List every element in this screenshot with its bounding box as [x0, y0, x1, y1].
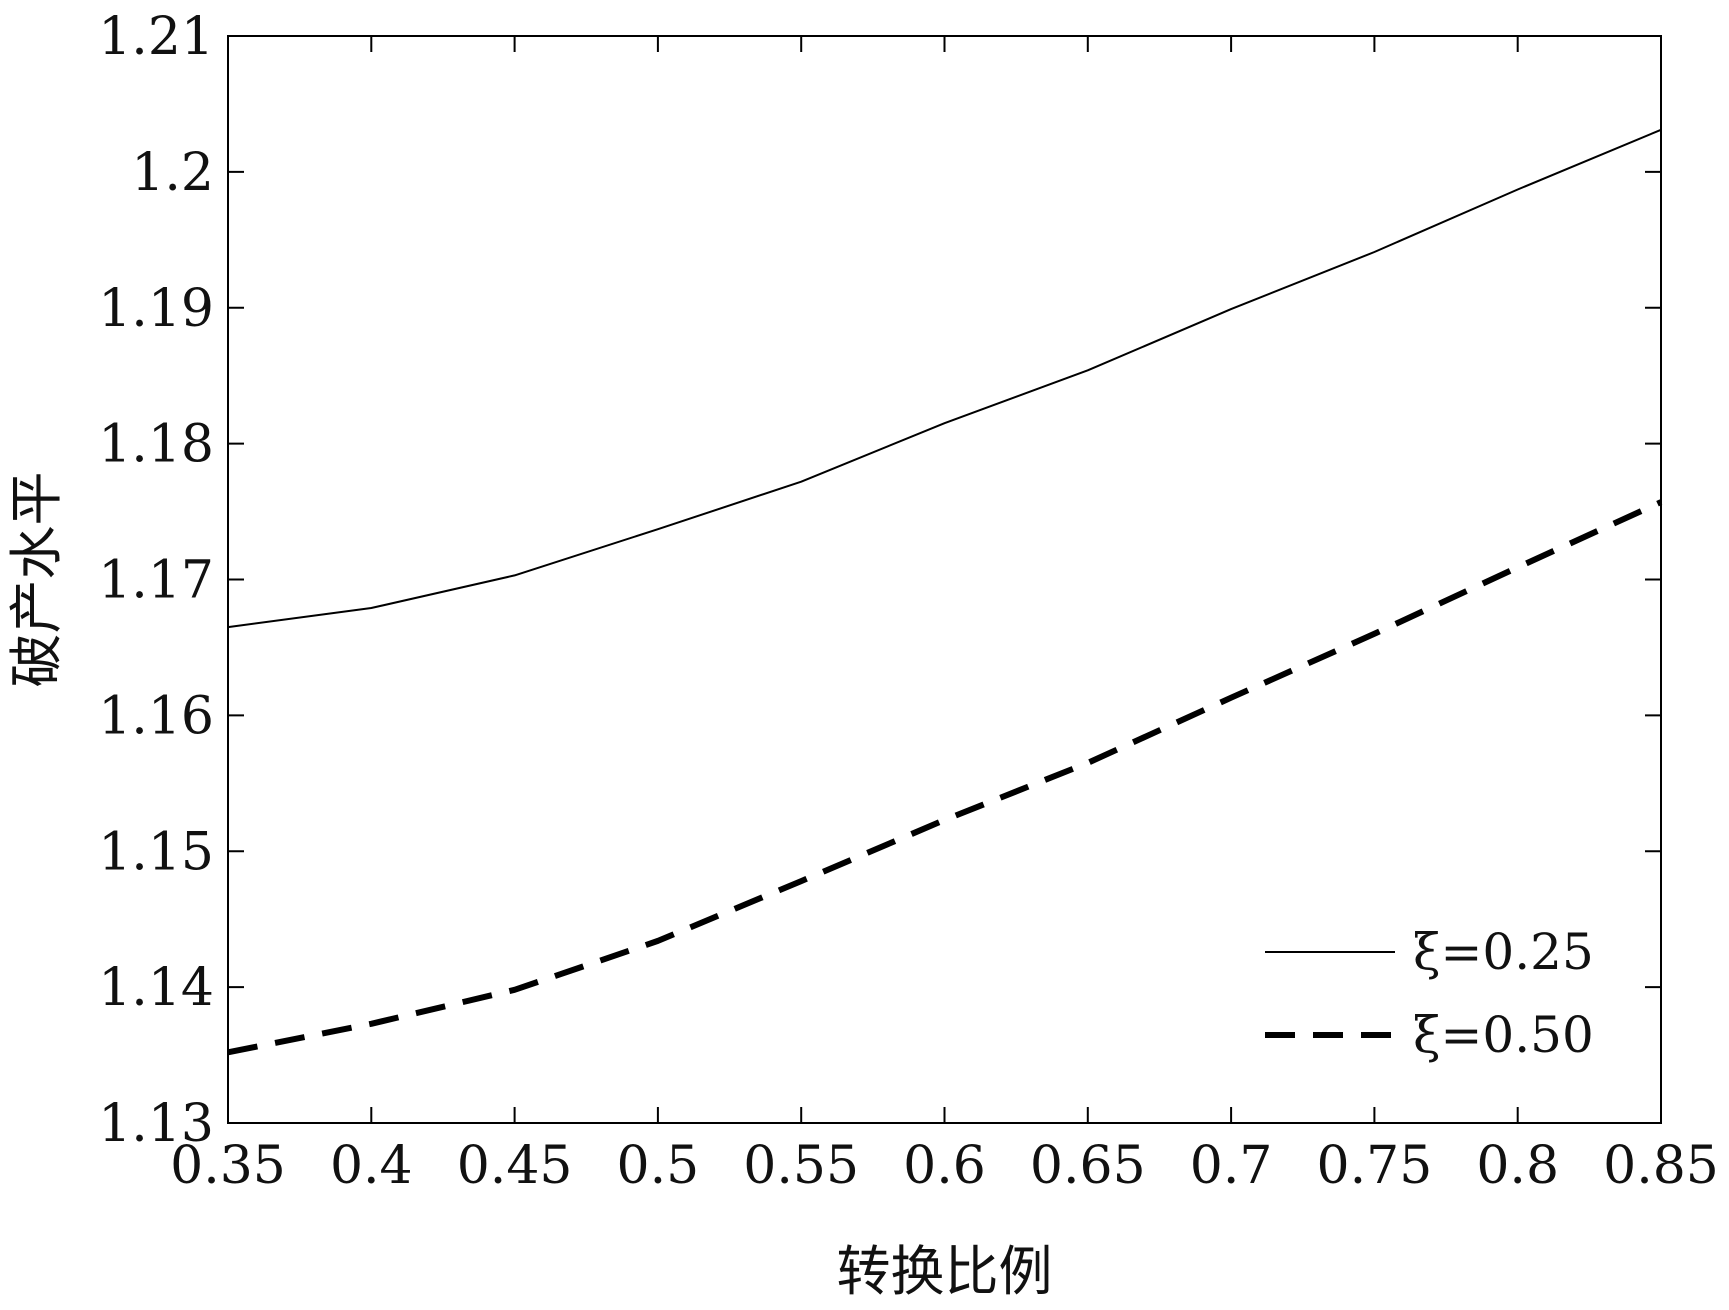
- y-tick-label: 1.17: [98, 551, 214, 611]
- x-tick-label: 0.55: [743, 1136, 859, 1196]
- x-tick-label: 0.4: [330, 1136, 413, 1196]
- x-tick-label: 0.45: [457, 1136, 573, 1196]
- x-tick-label: 0.7: [1190, 1136, 1273, 1196]
- x-tick-label: 0.8: [1476, 1136, 1559, 1196]
- x-axis: 0.35 0.4 0.45 0.5 0.55 0.6 0.65 0.7 0.75 0.8 0.85: [170, 36, 1719, 1196]
- series-layer: [227, 128, 1663, 1056]
- y-tick-label: 1.18: [98, 415, 214, 475]
- y-tick-label: 1.2: [131, 143, 214, 203]
- x-tick-label: 0.85: [1603, 1136, 1719, 1196]
- y-tick-label: 1.19: [98, 279, 214, 339]
- legend-label-2: ξ=0.50: [1413, 1006, 1594, 1064]
- y-tick-label: 1.15: [98, 822, 214, 882]
- y-tick-label: 1.14: [98, 958, 214, 1018]
- legend-label-1: ξ=0.25: [1413, 923, 1594, 981]
- x-tick-label: 0.75: [1317, 1136, 1433, 1196]
- y-tick-label: 1.21: [98, 7, 214, 67]
- x-tick-label: 0.5: [617, 1136, 700, 1196]
- legend: ξ=0.25 ξ=0.50: [1265, 923, 1594, 1064]
- y-axis: 1.13 1.14 1.15 1.16 1.17 1.18 1.19 1.2 1.21: [98, 7, 1661, 1154]
- series-line-1: [227, 128, 1662, 629]
- y-tick-label: 1.13: [98, 1094, 214, 1154]
- series-line-2: [227, 499, 1663, 1056]
- y-axis-title: 破产水平: [5, 472, 68, 688]
- x-tick-label: 0.65: [1030, 1136, 1146, 1196]
- x-tick-label: 0.6: [903, 1136, 986, 1196]
- y-tick-label: 1.16: [98, 686, 214, 746]
- x-tick-label: 0.35: [170, 1136, 286, 1196]
- x-axis-title: 转换比例: [837, 1240, 1053, 1303]
